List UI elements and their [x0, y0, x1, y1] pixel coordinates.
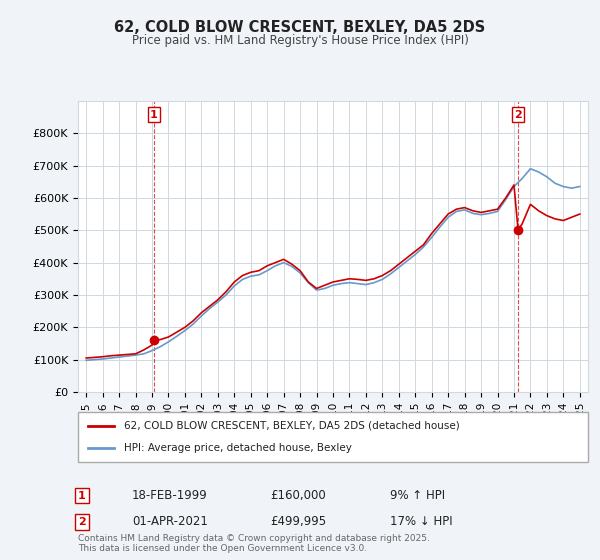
Text: 9% ↑ HPI: 9% ↑ HPI — [390, 489, 445, 502]
Text: HPI: Average price, detached house, Bexley: HPI: Average price, detached house, Bexl… — [124, 443, 352, 453]
Text: 2: 2 — [78, 517, 86, 527]
Text: 1: 1 — [150, 110, 158, 119]
Text: £160,000: £160,000 — [270, 489, 326, 502]
Text: Contains HM Land Registry data © Crown copyright and database right 2025.
This d: Contains HM Land Registry data © Crown c… — [78, 534, 430, 553]
Text: £499,995: £499,995 — [270, 515, 326, 529]
Text: 62, COLD BLOW CRESCENT, BEXLEY, DA5 2DS: 62, COLD BLOW CRESCENT, BEXLEY, DA5 2DS — [115, 20, 485, 35]
FancyBboxPatch shape — [78, 412, 588, 462]
Text: 18-FEB-1999: 18-FEB-1999 — [132, 489, 208, 502]
Text: 2: 2 — [514, 110, 522, 119]
Text: Price paid vs. HM Land Registry's House Price Index (HPI): Price paid vs. HM Land Registry's House … — [131, 34, 469, 46]
Text: 01-APR-2021: 01-APR-2021 — [132, 515, 208, 529]
Text: 17% ↓ HPI: 17% ↓ HPI — [390, 515, 452, 529]
Text: 1: 1 — [78, 491, 86, 501]
Text: 62, COLD BLOW CRESCENT, BEXLEY, DA5 2DS (detached house): 62, COLD BLOW CRESCENT, BEXLEY, DA5 2DS … — [124, 421, 460, 431]
